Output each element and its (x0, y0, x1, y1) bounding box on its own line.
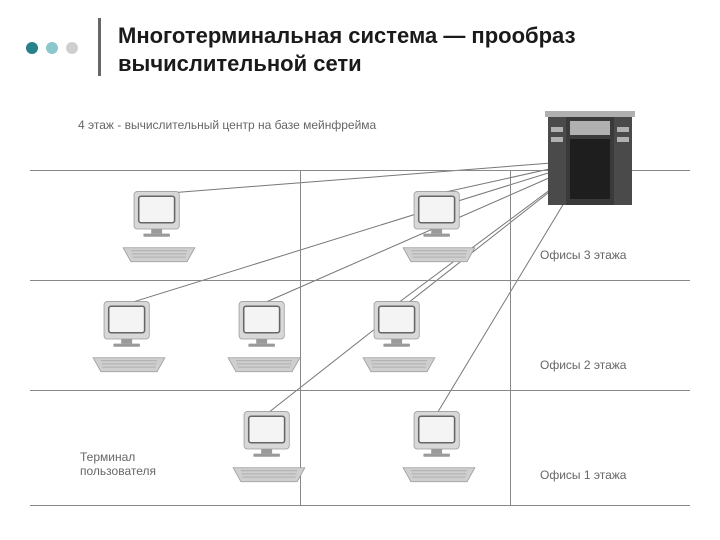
floor-line (30, 280, 690, 281)
floor-label: Терминалпользователя (80, 450, 156, 478)
terminal-icon (120, 190, 198, 269)
terminal-icon (360, 300, 438, 379)
dot-1 (26, 42, 38, 54)
floor-label: Офисы 2 этажа (540, 358, 626, 372)
room-divider (510, 170, 511, 505)
terminal-icon (400, 410, 478, 489)
terminal-icon (400, 190, 478, 269)
terminal-icon (90, 300, 168, 379)
terminal-icon (225, 300, 303, 379)
decor-dots (26, 42, 78, 54)
slide-title: Многотерминальная система — прообраз выч… (118, 22, 678, 77)
floor-line (30, 390, 690, 391)
floor-line (30, 505, 690, 506)
slide: Многотерминальная система — прообраз выч… (0, 0, 720, 540)
dot-2 (46, 42, 58, 54)
mainframe-icon (540, 108, 640, 215)
title-divider (98, 18, 101, 76)
network-diagram: 4 этаж - вычислительный центр на базе ме… (30, 110, 690, 530)
floor-label: Офисы 1 этажа (540, 468, 626, 482)
terminal-icon (230, 410, 308, 489)
floor-label: 4 этаж - вычислительный центр на базе ме… (78, 118, 376, 132)
floor-label: Офисы 3 этажа (540, 248, 626, 262)
dot-3 (66, 42, 78, 54)
